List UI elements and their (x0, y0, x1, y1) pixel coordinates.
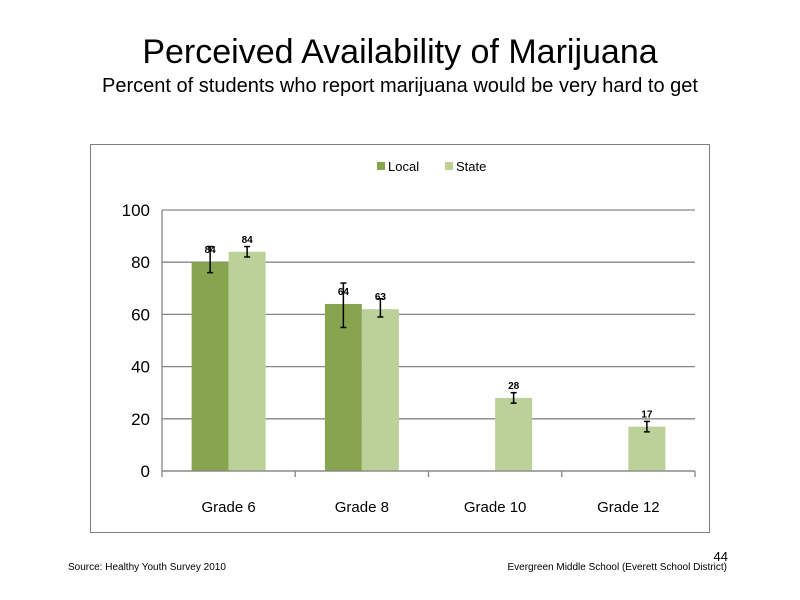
legend-label: Local (388, 159, 419, 174)
data-label: 84 (205, 245, 217, 256)
page-number: 44 (713, 549, 728, 564)
x-tick-label: Grade 10 (464, 499, 527, 516)
x-tick-label: Grade 6 (202, 499, 256, 516)
legend-swatch-local (377, 162, 385, 170)
chart-frame (90, 144, 710, 533)
bar-state (628, 426, 666, 471)
slide-title: Perceived Availability of Marijuana (142, 33, 658, 71)
y-tick-label: 60 (131, 305, 150, 324)
data-label: 17 (641, 410, 653, 421)
x-tick-label: Grade 8 (335, 499, 389, 516)
legend-label: State (456, 159, 486, 174)
bar-local (324, 303, 362, 471)
y-tick-label: 40 (131, 358, 150, 377)
bar-state (361, 309, 399, 471)
data-label: 84 (242, 235, 254, 246)
legend-swatch-state (445, 162, 453, 170)
y-tick-label: 0 (141, 462, 150, 481)
bar-state (495, 397, 533, 471)
data-label: 28 (508, 381, 520, 392)
y-tick-label: 80 (131, 253, 150, 272)
slide-subtitle: Percent of students who report marijuana… (102, 75, 698, 97)
bar-state (228, 251, 266, 471)
data-label: 63 (375, 292, 387, 303)
bar-local (191, 262, 229, 471)
footer-school: Evergreen Middle School (Everett School … (507, 562, 727, 573)
x-tick-label: Grade 12 (597, 499, 660, 516)
footer-source: Source: Healthy Youth Survey 2010 (68, 562, 226, 573)
y-tick-label: 100 (122, 201, 150, 220)
y-tick-label: 20 (131, 410, 150, 429)
data-label: 64 (338, 287, 350, 298)
